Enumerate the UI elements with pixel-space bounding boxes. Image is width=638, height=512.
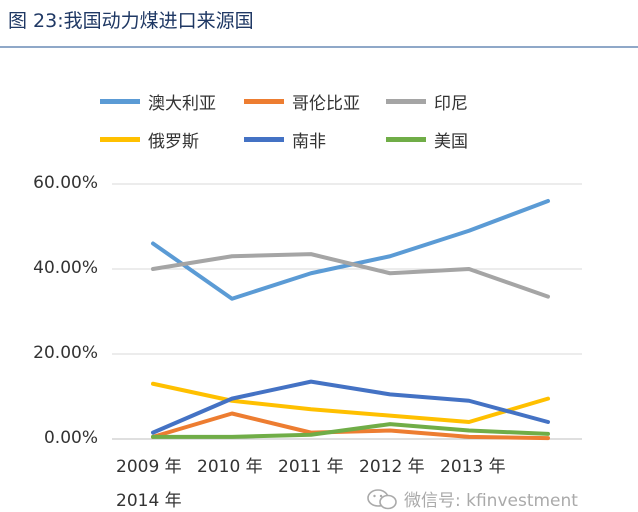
legend-label: 印尼 [434, 93, 468, 114]
series-line-1 [151, 411, 550, 441]
legend-label: 俄罗斯 [148, 131, 199, 152]
x-tick-label: 2013 年 [440, 457, 506, 477]
y-tick-label: 40.00% [33, 258, 98, 278]
y-tick-label: 20.00% [33, 343, 98, 363]
figure-title: 图 23:我国动力煤进口来源国 [8, 10, 254, 32]
watermark-text: 微信号: kfinvestment [404, 491, 578, 511]
legend-item: 俄罗斯 [100, 128, 199, 152]
legend-swatch [244, 136, 284, 142]
legend-item: 南非 [244, 128, 326, 152]
series-line-3 [151, 381, 550, 424]
legend-swatch [100, 136, 140, 142]
series-line-0 [151, 199, 550, 301]
x-tick-label: 2011 年 [278, 457, 344, 477]
y-tick-label: 60.00% [33, 173, 98, 193]
x-tick-label: 2012 年 [359, 457, 425, 477]
legend-label: 澳大利亚 [148, 93, 216, 114]
x-tick-label: 2009 年 [116, 457, 182, 477]
legend-item: 美国 [386, 128, 468, 152]
legend-swatch [244, 98, 284, 104]
legend-item: 哥伦比亚 [244, 90, 360, 114]
title-divider [0, 46, 638, 48]
legend-swatch [100, 98, 140, 104]
legend-item: 印尼 [386, 90, 468, 114]
legend-swatch [386, 98, 426, 104]
watermark: 微信号: kfinvestment [366, 486, 578, 511]
series-line-2 [151, 252, 550, 299]
x-tick-label: 2014 年 [116, 491, 182, 511]
series-line-5 [151, 422, 550, 439]
series-line-4 [151, 379, 550, 435]
legend-swatch [386, 136, 426, 142]
y-tick-label: 0.00% [43, 428, 98, 448]
legend-item: 澳大利亚 [100, 90, 216, 114]
x-tick-label: 2010 年 [197, 457, 263, 477]
wechat-icon [367, 488, 397, 509]
legend-label: 南非 [292, 131, 326, 152]
legend-label: 哥伦比亚 [292, 93, 360, 114]
legend-label: 美国 [434, 131, 468, 152]
